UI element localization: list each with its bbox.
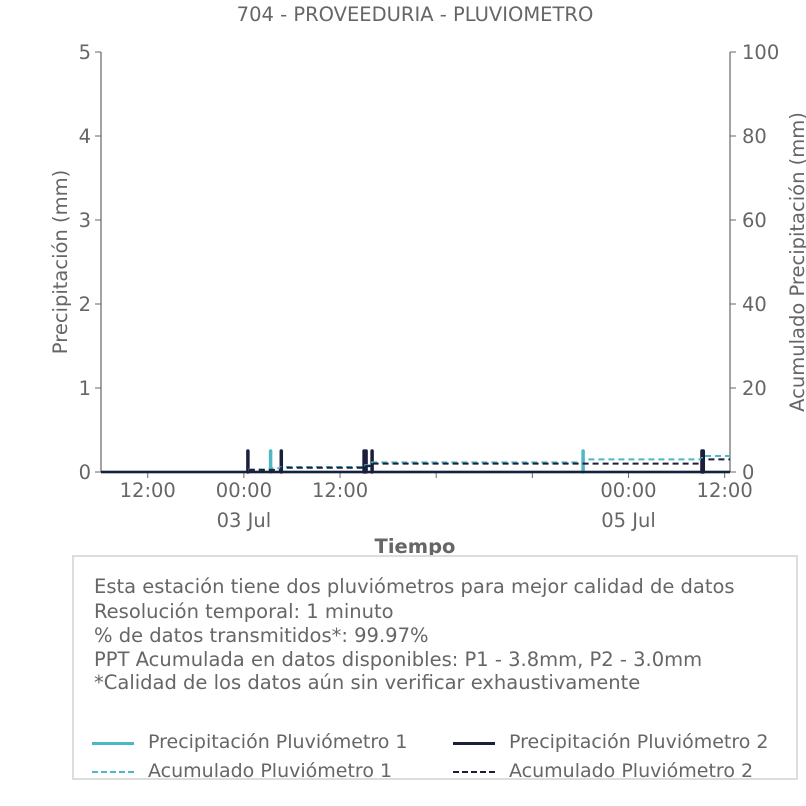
y-axis-label-left: Precipitación (mm) <box>49 170 72 354</box>
x-tick-label: 12:00 <box>312 479 368 502</box>
x-tick-sublabel: 05 Jul <box>601 509 656 532</box>
legend-label-precip-2: Precipitación Pluviómetro 2 <box>509 731 769 753</box>
y-tick-label-right: 0 <box>742 461 754 484</box>
y-tick-label-right: 100 <box>742 41 779 64</box>
legend-label-precip-1: Precipitación Pluviómetro 1 <box>148 731 408 753</box>
y-tick-label-right: 20 <box>742 377 767 400</box>
legend-swatch-precip-2 <box>453 742 495 745</box>
y-tick-label-left: 2 <box>79 293 91 316</box>
x-axis-label: Tiempo <box>375 535 456 558</box>
series-4-cumulative-line <box>101 458 730 473</box>
y-tick-label-right: 60 <box>742 209 767 232</box>
info-line-accumulated: PPT Acumulada en datos disponibles: P1 -… <box>94 648 703 671</box>
x-tick-label: 12:00 <box>120 479 176 502</box>
info-line-resolution: Resolución temporal: 1 minuto <box>94 600 394 623</box>
legend-label-accum-2: Acumulado Pluviómetro 2 <box>509 760 754 782</box>
x-tick-label: 00:00 <box>216 479 272 502</box>
legend-swatch-precip-1 <box>92 742 134 745</box>
x-tick-sublabel: 03 Jul <box>217 509 272 532</box>
info-box: Esta estación tiene dos pluviómetros par… <box>72 555 798 782</box>
chart-title: 704 - PROVEEDURIA - PLUVIOMETRO <box>237 3 594 26</box>
y-axis-label-right: Acumulado Precipitación (mm) <box>786 112 806 412</box>
precipitation-chart: 704 - PROVEEDURIA - PLUVIOMETRO 0 1 2 3 4 5 0 2… <box>49 3 806 558</box>
info-line-transmitted: % de datos transmitidos*: 99.97% <box>94 624 429 647</box>
y-tick-label-left: 1 <box>79 377 91 400</box>
x-tick-label: 00:00 <box>600 479 656 502</box>
info-line-stations: Esta estación tiene dos pluviómetros par… <box>94 575 735 598</box>
legend-swatch-accum-2 <box>453 771 495 773</box>
y-tick-label-left: 3 <box>79 209 91 232</box>
y-tick-label-left: 5 <box>79 41 91 64</box>
y-tick-label-right: 40 <box>742 293 767 316</box>
y-tick-label-left: 0 <box>79 461 91 484</box>
y-tick-label-right: 80 <box>742 125 767 148</box>
series-layer <box>101 449 730 474</box>
y-tick-label-left: 4 <box>79 125 91 148</box>
legend-swatch-accum-1 <box>92 771 134 773</box>
info-line-quality-note: *Calidad de los datos aún sin verificar … <box>94 671 641 694</box>
x-tick-label: 12:00 <box>697 479 753 502</box>
axes: 0 1 2 3 4 5 0 20 40 60 80 100 12:00 00:00 03 Jul 12:00 0… <box>79 41 780 532</box>
legend-label-accum-1: Acumulado Pluviómetro 1 <box>148 760 393 782</box>
